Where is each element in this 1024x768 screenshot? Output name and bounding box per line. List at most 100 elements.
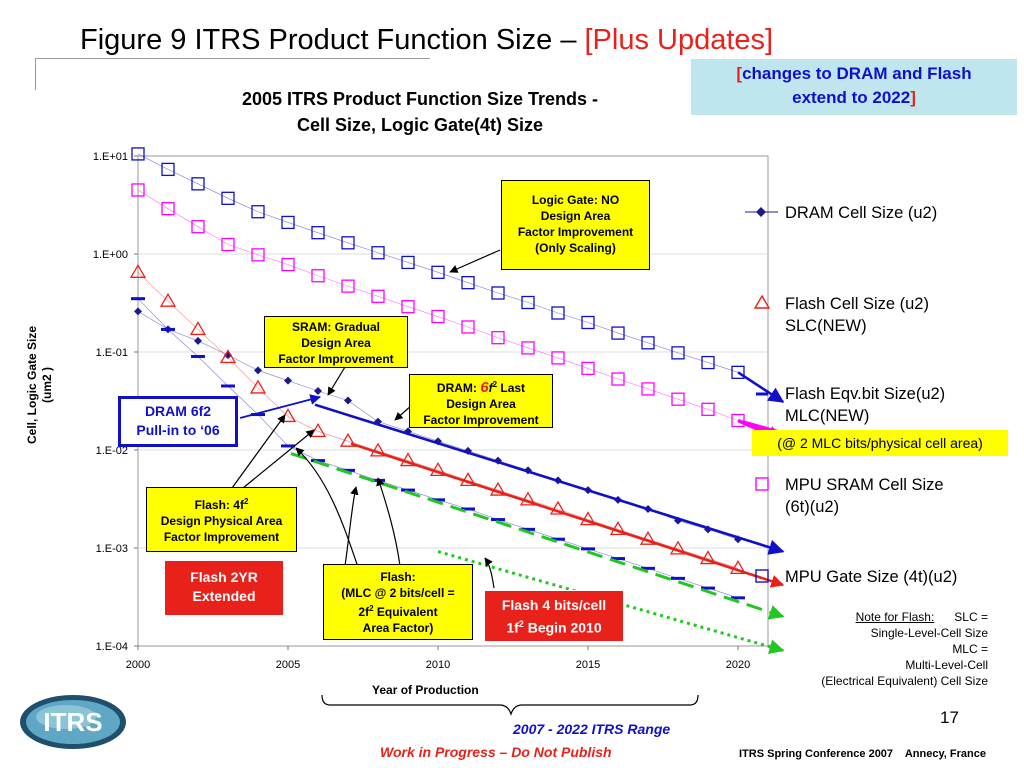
y-tick-label: 1.E-02	[96, 445, 128, 457]
data-point-4	[161, 162, 175, 177]
flash-4bits-line1: Flash 4 bits/cell	[501, 597, 607, 613]
legend-square-blue-icon	[755, 569, 769, 583]
legend-triangle-icon	[753, 294, 771, 309]
trend-line-1	[350, 442, 785, 588]
dram-line1-e: Last	[497, 381, 526, 395]
flash-mlc-line1: Flash:	[380, 570, 416, 584]
data-point-3	[161, 202, 175, 216]
data-point-4	[431, 265, 445, 279]
legend-flash-slc-label: Flash Cell Size (u2) SLC(NEW)	[785, 293, 1024, 337]
data-point-0	[194, 336, 202, 345]
data-point-4	[521, 295, 535, 310]
annotation-dram: DRAM: 6f2 Last Design Area Factor Improv…	[409, 374, 553, 428]
wip-label: Work in Progress – Do Not Publish	[380, 744, 612, 760]
y-tick-label: 1.E+00	[93, 249, 128, 261]
arrow-flash-mlc-a	[295, 447, 359, 568]
x-tick-label: 2010	[426, 659, 450, 671]
legend-markers	[745, 207, 778, 583]
data-point-4	[641, 336, 655, 350]
data-point-1	[489, 481, 507, 496]
logic-gate-line4: (Only Scaling)	[535, 241, 616, 255]
trend-line-2	[290, 452, 785, 620]
data-point-3	[401, 300, 415, 314]
dram-line1-b: 6	[480, 379, 489, 396]
flash-4f-line1-b: 2	[243, 497, 249, 506]
annotation-flash-4f: Flash: 4f2 Design Physical Area Factor I…	[146, 487, 297, 552]
data-point-1	[429, 462, 447, 476]
annotation-flash-mlc: Flash: (MLC @ 2 bits/cell = 2f2 Equivale…	[323, 564, 473, 640]
series-line-1	[137, 272, 739, 569]
logic-gate-line3: Factor Improvement	[517, 225, 634, 239]
legend-sram-label: MPU SRAM Cell Size (6t)(u2)	[785, 474, 1024, 518]
data-point-1	[669, 540, 687, 555]
flash-mlc-line3-c: Equivalent	[373, 605, 438, 619]
flash-mlc-line3-a: 2f	[358, 605, 370, 619]
trend-line-4	[737, 371, 785, 403]
x-axis-label: Year of Production	[372, 683, 479, 697]
data-point-0	[284, 376, 292, 385]
title-rule	[35, 58, 430, 59]
data-point-3	[221, 237, 235, 252]
dram-line1-c: f	[488, 381, 493, 395]
page-number: 17	[940, 708, 959, 727]
data-point-1	[639, 530, 657, 545]
note-flash: Note for Flash: SLC = Single-Level-Cell …	[770, 609, 988, 689]
data-point-4	[461, 276, 475, 290]
data-point-3	[341, 279, 355, 293]
arrow-sram	[327, 366, 346, 396]
flash-mlc-line3-b: 2	[369, 604, 374, 613]
logic-gate-line2: Design Area	[540, 209, 611, 223]
data-point-4	[281, 215, 295, 230]
annotation-flash-2yr: Flash 2YR Extended	[164, 560, 284, 616]
range-label: 2007 - 2022 ITRS Range	[513, 721, 671, 737]
flash-4f-line2: Design Physical Area	[160, 514, 283, 528]
data-point-4	[401, 255, 415, 270]
data-point-3	[371, 289, 385, 303]
data-point-4	[581, 315, 595, 330]
slide-title-update: [Plus Updates]	[584, 24, 774, 56]
flash-4bits-line2-b: 2	[518, 619, 524, 629]
data-point-3	[641, 382, 655, 396]
flash-4f-line1-a: Flash: 4f	[194, 498, 244, 512]
arrow-flash-mlc-c	[376, 477, 401, 567]
data-point-3	[191, 220, 205, 234]
dram-line1-a: DRAM:	[436, 381, 481, 395]
arrow-flash-4bits	[484, 557, 495, 589]
legend-square-magenta-icon	[755, 477, 769, 491]
conference-label: ITRS Spring Conference 2007 Annecy, Fran…	[739, 748, 986, 760]
data-point-1	[549, 500, 567, 515]
y-tick-label: 1.E-04	[96, 641, 128, 653]
data-point-1	[279, 408, 297, 423]
annotation-arrows	[231, 249, 797, 589]
chart-title-line2: Cell Size, Logic Gate(4t) Size	[296, 115, 544, 135]
data-point-1	[219, 349, 237, 364]
legend-flash-slc-line1: Flash Cell Size (u2)	[785, 295, 929, 313]
data-point-1	[339, 432, 357, 447]
data-point-3	[701, 402, 715, 416]
data-point-3	[251, 248, 265, 262]
note-flash-line5: (Electrical Equivalent) Cell Size	[821, 674, 988, 688]
series-line-3	[137, 189, 739, 421]
data-point-1	[159, 292, 177, 307]
note-flash-line3: MLC =	[952, 642, 988, 656]
flash-mlc-line4: Area Factor)	[362, 621, 434, 635]
data-point-3	[671, 392, 685, 406]
note-flash-line2: Single-Level-Cell Size	[870, 626, 988, 640]
data-point-1	[189, 321, 207, 336]
arrow-flash-mlc-b	[344, 486, 359, 567]
x-tick-label: 2005	[276, 659, 300, 671]
legend-flash-mlc-label: Flash Eqv.bit Size(u2) MLC(NEW)	[785, 383, 1024, 427]
data-point-4	[701, 355, 715, 370]
legend-mpu-gate-label: MPU Gate Size (4t)(u2)	[785, 568, 958, 586]
data-point-1	[729, 560, 747, 574]
dram-line1: DRAM: 6f2 Last	[410, 377, 552, 396]
data-point-1	[609, 521, 627, 535]
data-point-3	[551, 351, 565, 365]
sram-line1: SRAM: Gradual	[291, 320, 380, 334]
update-note-close: ]	[910, 88, 916, 107]
data-point-3	[431, 309, 445, 324]
data-point-0	[134, 307, 142, 316]
data-point-0	[344, 396, 352, 405]
data-point-3	[281, 257, 295, 272]
